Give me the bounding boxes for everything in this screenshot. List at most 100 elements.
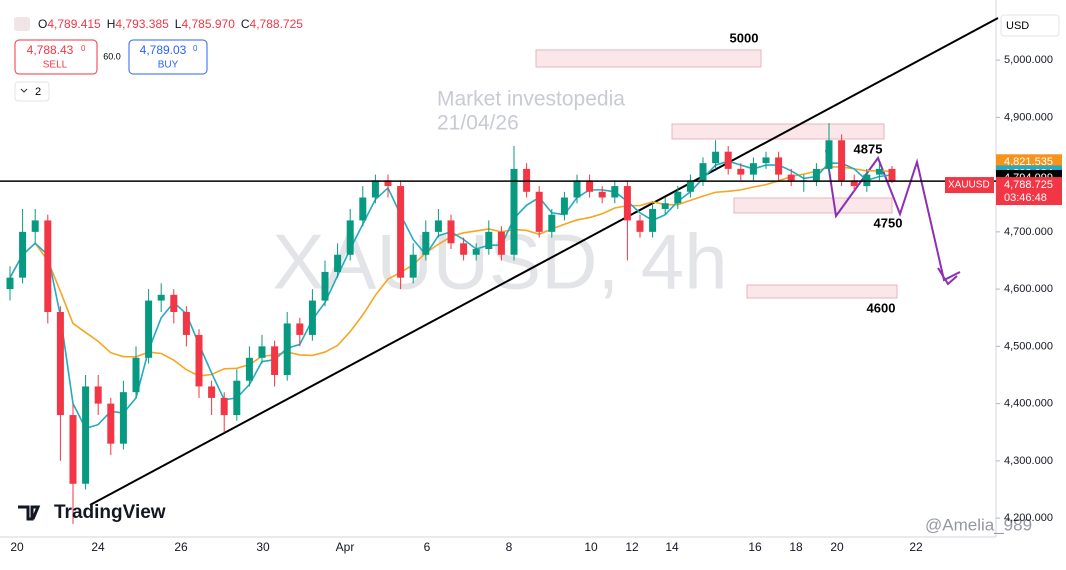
candle-body (485, 231, 493, 250)
ohlc-value: 4,788.725 (250, 17, 304, 31)
candle-body (145, 300, 153, 358)
x-tick-label: 20 (830, 540, 844, 554)
y-tick-label: 4,200.000 (1004, 512, 1053, 524)
candle-body (233, 380, 241, 416)
sell-suffix: 0 (81, 44, 86, 53)
plot (6, 123, 896, 524)
candle-body (787, 174, 795, 181)
ohlc-value: 4,793.385 (115, 17, 169, 31)
header: O4,789.415 H4,793.385 L4,785.970 C4,788.725… (14, 17, 303, 102)
arrow-head (937, 267, 958, 286)
candle-body (182, 312, 190, 335)
candle-body (245, 357, 253, 381)
interval-toggle[interactable] (14, 81, 50, 102)
candle-body (220, 397, 228, 416)
y-tick-label: 4,300.000 (1004, 455, 1053, 467)
level-label: 4750 (874, 215, 903, 230)
candle-body (749, 163, 757, 175)
candle-body (56, 312, 64, 416)
candle-body (611, 186, 619, 198)
y-tick-label: 4,600.000 (1004, 283, 1053, 295)
chevron (20, 88, 28, 93)
candle-body (649, 208, 657, 232)
x-tick-label: 20 (10, 540, 24, 554)
x-tick-label: Apr (336, 540, 355, 554)
candle-body (535, 191, 543, 232)
credit: @Amelia_989 (925, 515, 1032, 534)
candle-body (825, 140, 833, 169)
candle-body (384, 180, 392, 187)
candle-body (334, 254, 342, 272)
projection-path (825, 149, 961, 282)
candle-body (321, 271, 329, 301)
candle-body (712, 151, 720, 164)
spread: 60.0 (103, 51, 121, 61)
ohlc-value: 4,789.415 (47, 17, 101, 31)
candle-body (283, 323, 291, 375)
currency: USD (1006, 20, 1029, 32)
x-tick-label: 16 (748, 540, 762, 554)
level-label: 4600 (867, 300, 896, 315)
x-tick-label: 8 (506, 540, 513, 554)
ohlc-value: 4,785.970 (181, 17, 235, 31)
buy-suffix: 0 (193, 44, 198, 53)
candle-body (132, 357, 140, 393)
candle-body (838, 140, 846, 181)
brand: TradingView (54, 502, 166, 523)
price-label-bg (996, 177, 1062, 206)
x-tick-label: 10 (584, 540, 598, 554)
sell-price: 4,788.43 (27, 43, 74, 57)
zone (733, 197, 893, 214)
candle-body (686, 180, 694, 192)
candle-body (44, 220, 52, 313)
buy-button[interactable] (128, 39, 208, 75)
candle-body (119, 392, 127, 444)
candle-body (623, 186, 631, 221)
candle-body (775, 157, 783, 175)
ohlc-header: O4,789.415 H4,793.385 L4,785.970 C4,788.725 (38, 17, 303, 31)
x-tick-label: 24 (91, 540, 105, 554)
currency-select[interactable] (1000, 14, 1060, 37)
x-tick-label: 6 (424, 540, 431, 554)
y-tick-label: 5,000.000 (1004, 54, 1053, 66)
candle-body (258, 346, 266, 358)
ohlc-key: C (241, 17, 250, 31)
y-tick-label: 4,700.000 (1004, 226, 1053, 238)
x-tick-label: 30 (256, 540, 270, 554)
x-tick-label: 18 (789, 540, 803, 554)
watermark-date: 21/04/26 (437, 112, 519, 135)
candle-body (812, 168, 820, 181)
level-label: 4875 (854, 141, 883, 156)
y-tick-label: 4,400.000 (1004, 398, 1053, 410)
ohlc-key: L (175, 17, 182, 31)
candle-body (397, 186, 405, 278)
trendline (89, 17, 999, 506)
candle-body (737, 168, 745, 175)
candle-body (82, 386, 90, 484)
sell-button[interactable] (14, 39, 98, 75)
candle-body (497, 231, 505, 255)
candle-body (107, 403, 115, 444)
candle-body (296, 323, 304, 335)
y-tick-label: 4,500.000 (1004, 340, 1053, 352)
candle-body (875, 168, 883, 175)
x-tick-label: 26 (174, 540, 188, 554)
candle-body (447, 220, 455, 244)
symbol-tag-bg (945, 177, 994, 194)
candle-body (308, 300, 316, 335)
candle-body (346, 220, 354, 255)
candle-body (434, 220, 442, 232)
candle-body (472, 249, 480, 255)
buy-label: BUY (158, 60, 179, 71)
candle-body (195, 334, 203, 387)
interval-badge: 2 (35, 86, 41, 98)
zone (746, 284, 898, 299)
symbol-tag: XAUUSD (948, 180, 990, 191)
candle-body (19, 231, 27, 278)
candle-body (850, 180, 858, 187)
price-label: 4,788.725 (1004, 179, 1053, 191)
x-tick-label: 22 (909, 540, 923, 554)
indicator-icon (14, 17, 30, 31)
